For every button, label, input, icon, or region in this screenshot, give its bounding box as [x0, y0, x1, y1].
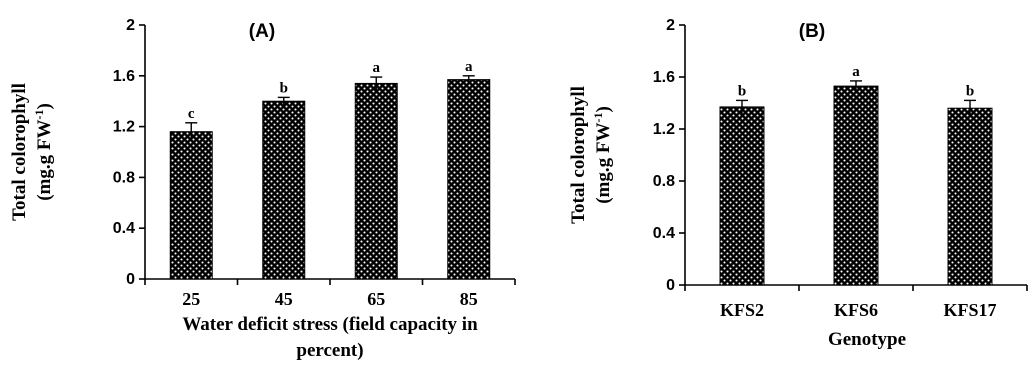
- panel-a-x-axis-title: Water deficit stress (field capacity in: [182, 314, 478, 335]
- panel-a-y-tick-label: 1.2: [113, 119, 135, 136]
- panel-a-y-axis-unit: (mg.g FW-1): [32, 103, 55, 201]
- chart-panel-b: 0 0.4 0.8 1.2 1.6 2 b KFS2 a KFS6 b KFS17 (B) Genotyp…: [568, 17, 1027, 350]
- panel-b-y-tick-label: 1.6: [653, 69, 675, 86]
- panel-a-x-axis-title: percent): [296, 340, 363, 361]
- panel-a-significance-letter: a: [373, 60, 381, 76]
- panel-a-bar: [170, 132, 212, 279]
- panel-b-x-axis-title: Genotype: [828, 329, 906, 350]
- panel-b-bar: [834, 86, 878, 285]
- panel-a-category-label: 25: [182, 289, 200, 309]
- panel-b-panel-label: (B): [799, 21, 825, 42]
- panel-b-y-axis-title: Total colorophyll: [568, 86, 589, 224]
- panel-b-y-tick-label: 2: [666, 17, 675, 34]
- panel-b-category-label: KFS2: [720, 300, 764, 320]
- panel-b-y-tick-label: 0.4: [653, 225, 675, 242]
- panel-a-y-tick-label: 1.6: [113, 68, 135, 85]
- panel-b-y-axis-unit: (mg.g FW-1): [591, 106, 614, 204]
- chart-panel-a: 0 0.4 0.8 1.2 1.6 2 c 25 b 45 a 65 a 85 (A) Water defic…: [9, 17, 515, 361]
- panel-b-significance-letter: b: [966, 83, 974, 99]
- panel-a-category-label: 65: [367, 289, 385, 309]
- panel-b-y-tick-label: 1.2: [653, 121, 675, 138]
- panel-b-y-tick-label: 0.8: [653, 173, 675, 190]
- panel-a-significance-letter: b: [280, 80, 288, 96]
- panel-a-y-tick-label: 0.4: [113, 220, 135, 237]
- panel-b-significance-letter: a: [852, 64, 860, 80]
- panel-a-category-label: 85: [460, 289, 478, 309]
- panel-b-bar: [948, 108, 992, 285]
- panel-a-significance-letter: c: [188, 106, 195, 122]
- panel-a-y-tick-label: 0.8: [113, 169, 135, 186]
- panel-a-panel-label: (A): [249, 21, 275, 42]
- panel-b-bar: [720, 107, 764, 285]
- panel-a-bar: [448, 80, 490, 279]
- panel-b-significance-letter: b: [738, 83, 746, 99]
- panel-a-y-tick-label: 0: [126, 271, 135, 288]
- panel-a-y-tick-label: 2: [126, 17, 135, 34]
- panel-a-bar: [263, 101, 305, 279]
- panel-a-bar: [355, 83, 397, 279]
- panel-b-category-label: KFS17: [943, 300, 996, 320]
- panel-a-category-label: 45: [275, 289, 293, 309]
- panel-b-category-label: KFS6: [834, 300, 878, 320]
- panel-a-y-axis-title: Total colorophyll: [9, 83, 30, 221]
- panel-a-significance-letter: a: [465, 59, 473, 75]
- panel-b-y-tick-label: 0: [666, 277, 675, 294]
